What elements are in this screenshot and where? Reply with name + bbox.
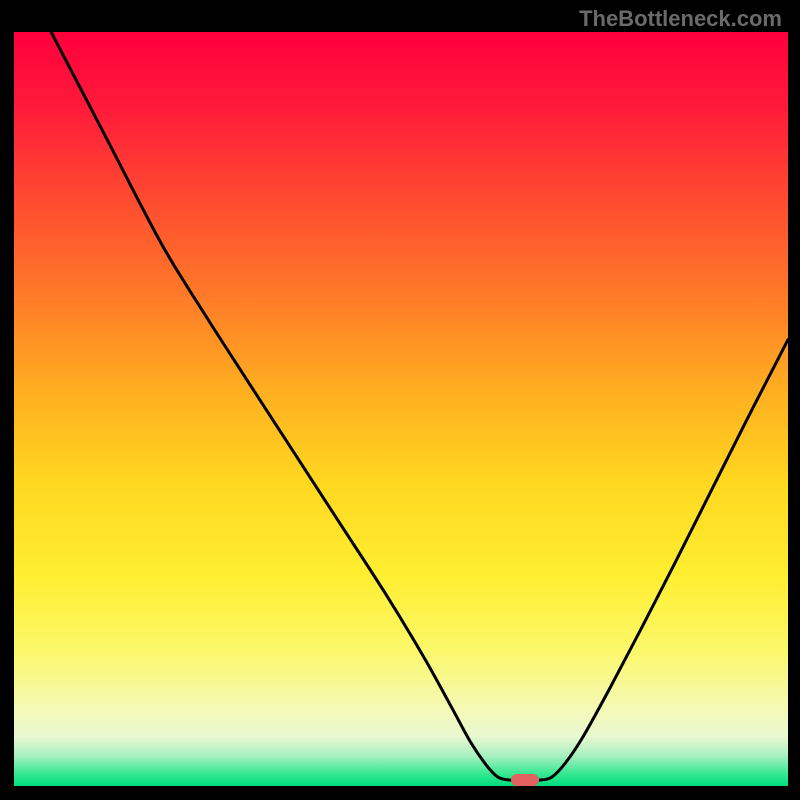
watermark-text: TheBottleneck.com <box>579 6 782 32</box>
bottleneck-curve <box>14 32 788 786</box>
optimum-marker <box>511 774 539 786</box>
plot-area <box>14 32 788 786</box>
